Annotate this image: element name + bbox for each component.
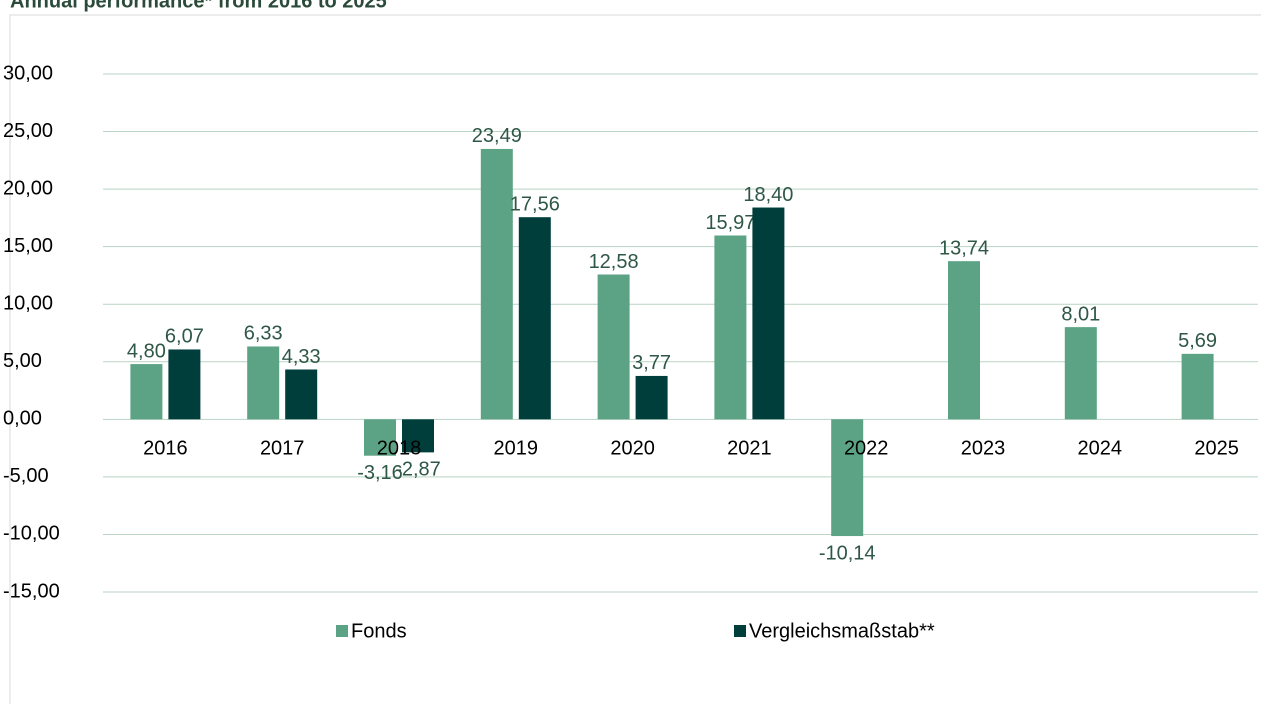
bar [480,148,513,420]
x-tick-label: 2019 [494,438,539,460]
value-label: 15,97 [705,212,755,234]
x-tick-label: 2017 [260,438,305,460]
value-label: -3,16 [357,462,403,484]
y-tick-label: 20,00 [3,177,53,199]
value-label: 13,74 [939,237,989,259]
bar [168,349,201,420]
x-tick-label: 2021 [727,438,772,460]
value-label: 5,69 [1178,330,1217,352]
value-label: 4,80 [127,340,166,362]
x-tick-label: 2024 [1078,438,1123,460]
bar [285,369,318,420]
bar [364,419,396,456]
bar [130,364,163,420]
value-label: 3,77 [632,352,671,374]
x-tick-label: 2016 [143,438,188,460]
y-tick-label: -15,00 [3,580,60,602]
x-tick-label: 2018 [377,438,422,460]
y-tick-label: 30,00 [3,62,53,84]
value-label: -2,87 [395,459,441,481]
value-label: 4,33 [282,346,321,368]
bar [1064,327,1097,420]
legend-label: Vergleichsmaßstab** [749,620,935,642]
x-tick-label: 2023 [961,438,1006,460]
y-tick-label: 0,00 [3,408,42,430]
chart-border [9,14,1261,704]
y-tick-label: 25,00 [3,120,53,142]
y-tick-label: 5,00 [3,350,42,372]
y-tick-label: 15,00 [3,235,53,257]
bar [597,274,630,420]
value-label: 12,58 [589,251,639,273]
bar [518,217,551,420]
bar [1181,353,1214,420]
value-label: 18,40 [743,184,793,206]
x-tick-label: 2025 [1194,438,1239,460]
legend-label: Fonds [351,620,407,642]
value-label: 6,07 [165,326,204,348]
value-label: 17,56 [510,193,560,215]
legend-swatch [336,625,348,637]
bar [714,235,747,420]
value-label: 8,01 [1061,303,1100,325]
bar [402,419,434,453]
x-tick-label: 2022 [844,438,889,460]
y-tick-label: -10,00 [3,523,60,545]
value-label: 6,33 [244,323,283,345]
chart-title: Annual performance* from 2016 to 2025 [10,0,387,12]
y-tick-label: 10,00 [3,293,53,315]
bar [831,419,864,537]
y-tick-label: -5,00 [3,465,49,487]
x-tick-label: 2020 [610,438,655,460]
value-label: -10,14 [819,542,876,564]
bar [247,346,280,420]
legend-swatch [734,625,746,637]
bar [752,207,785,420]
value-label: 23,49 [472,125,522,147]
bar [635,375,668,420]
bar [948,261,980,420]
